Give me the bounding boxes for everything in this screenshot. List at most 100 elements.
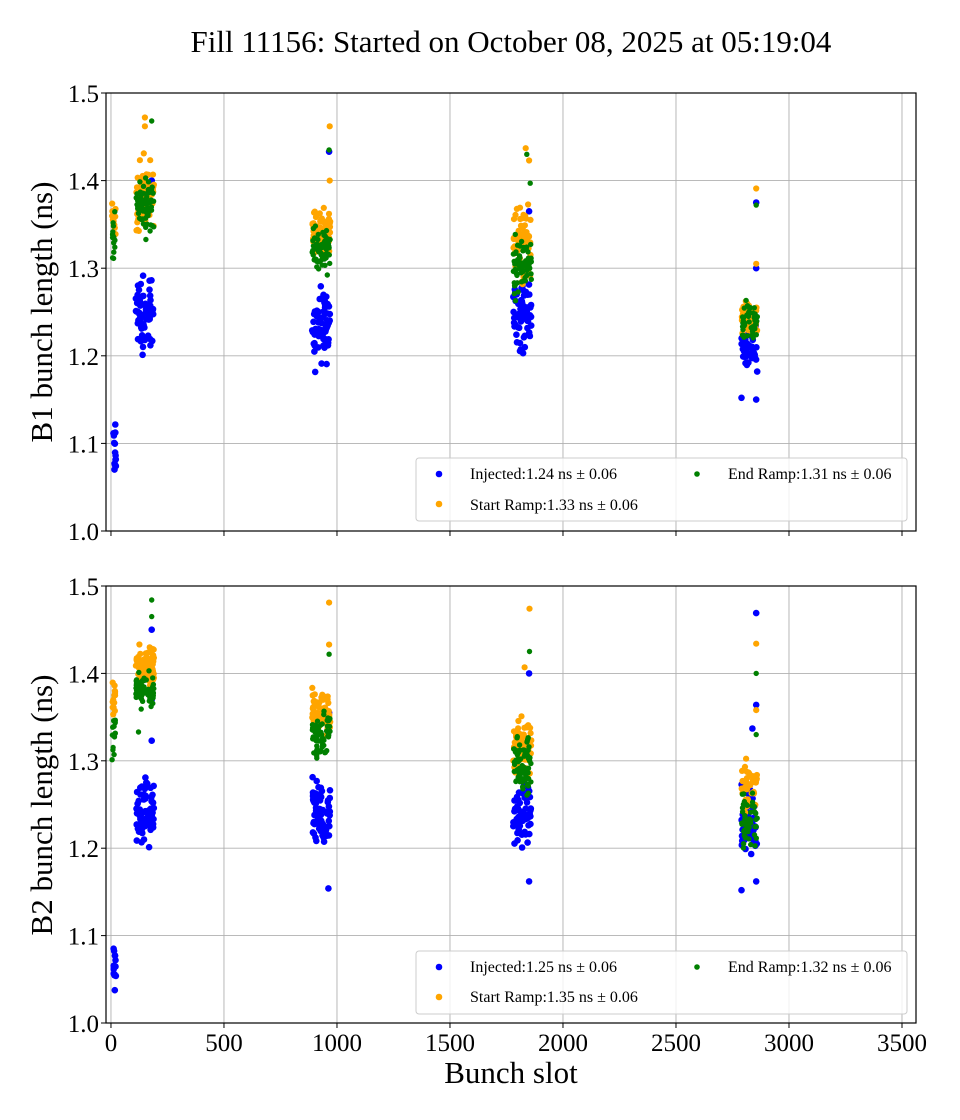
- data-point: [742, 812, 748, 819]
- data-point: [748, 343, 756, 351]
- data-point: [325, 336, 332, 343]
- data-point: [149, 597, 155, 603]
- data-point: [149, 118, 155, 124]
- data-point: [111, 440, 119, 448]
- data-point: [310, 830, 318, 837]
- data-point: [111, 687, 118, 695]
- data-point: [139, 216, 146, 222]
- data-point: [150, 646, 157, 653]
- ticks-b1: 1.0 1.1 1.2 1.3 1.4 1.5: [68, 81, 903, 546]
- data-point: [528, 241, 534, 248]
- data-point: [309, 705, 316, 712]
- data-point: [753, 670, 759, 677]
- data-point: [133, 687, 140, 693]
- data-point: [515, 289, 521, 295]
- data-point: [744, 333, 750, 339]
- data-point: [752, 878, 760, 885]
- data-point: [743, 297, 749, 304]
- data-point: [110, 430, 117, 437]
- data-point: [514, 242, 521, 248]
- data-point: [311, 348, 318, 355]
- data-point: [141, 123, 148, 130]
- data-point: [518, 223, 525, 230]
- data-point: [111, 751, 117, 758]
- data-point: [147, 695, 153, 701]
- data-point: [109, 732, 116, 738]
- data-point: [134, 282, 142, 289]
- legend-label-injected: Injected:1.24 ns ± 0.06: [470, 466, 617, 483]
- data-point: [324, 272, 330, 278]
- legend-marker-end-ramp: [694, 471, 700, 477]
- legend-label-start-ramp: Start Ramp:1.35 ns ± 0.06: [470, 989, 638, 1006]
- data-point: [744, 802, 750, 808]
- y-tick-label: 1.5: [68, 81, 99, 108]
- data-point: [753, 707, 760, 714]
- y-tick-label: 1.2: [68, 344, 99, 371]
- data-point: [752, 824, 758, 830]
- data-point: [519, 762, 525, 769]
- data-point: [748, 325, 754, 331]
- data-point: [147, 228, 153, 234]
- data-point: [527, 180, 533, 186]
- x-tick-label: 1500: [425, 1030, 475, 1057]
- data-point: [524, 814, 532, 822]
- legend-box-b1: [415, 457, 908, 522]
- data-point: [525, 281, 533, 288]
- data-point: [320, 696, 327, 703]
- data-point: [740, 841, 747, 847]
- data-point: [748, 809, 754, 815]
- data-point: [311, 820, 318, 828]
- data-point: [525, 201, 532, 208]
- data-point: [326, 794, 334, 802]
- data-point: [520, 747, 526, 753]
- data-point: [521, 332, 529, 340]
- data-point: [147, 805, 154, 813]
- points-b2: [109, 597, 761, 994]
- data-point: [133, 656, 140, 664]
- data-point: [140, 150, 147, 157]
- data-point: [744, 303, 751, 309]
- data-point: [323, 324, 331, 331]
- data-point: [314, 718, 321, 724]
- x-tick-label: 0: [105, 1030, 118, 1057]
- legend-marker-injected: [435, 963, 443, 971]
- data-point: [315, 332, 323, 340]
- data-point: [109, 200, 116, 207]
- data-point: [738, 340, 745, 348]
- data-point: [310, 318, 317, 326]
- data-point: [753, 816, 759, 823]
- data-point: [320, 204, 327, 211]
- data-point: [316, 797, 324, 804]
- data-point: [749, 725, 756, 732]
- data-point: [310, 252, 316, 258]
- data-point: [752, 396, 760, 403]
- y-tick-label: 1.2: [68, 836, 99, 863]
- data-point: [740, 845, 747, 851]
- data-point: [514, 311, 522, 318]
- data-point: [523, 246, 529, 253]
- data-point: [326, 717, 332, 724]
- data-point: [744, 352, 752, 359]
- y-tick-label: 1.0: [68, 519, 99, 546]
- data-point: [321, 742, 327, 749]
- data-point: [325, 303, 333, 310]
- data-point: [520, 786, 526, 792]
- data-point: [138, 200, 145, 206]
- data-point: [519, 279, 525, 285]
- data-point: [514, 803, 521, 810]
- data-point: [513, 261, 520, 267]
- data-point: [526, 157, 533, 164]
- data-point: [742, 783, 749, 790]
- data-point: [112, 717, 119, 723]
- data-point: [751, 311, 757, 317]
- data-point: [515, 796, 522, 804]
- data-point: [526, 744, 532, 750]
- data-point: [325, 215, 332, 222]
- data-point: [325, 832, 333, 839]
- data-point: [527, 807, 534, 814]
- data-point: [746, 309, 752, 315]
- data-point: [142, 309, 150, 317]
- panel-b2: 0 500 1000 1500 2000 2500 3000 3500 1.0 1.1 1.2 1.3…: [24, 574, 927, 1090]
- data-point: [140, 190, 146, 196]
- data-point: [751, 305, 757, 311]
